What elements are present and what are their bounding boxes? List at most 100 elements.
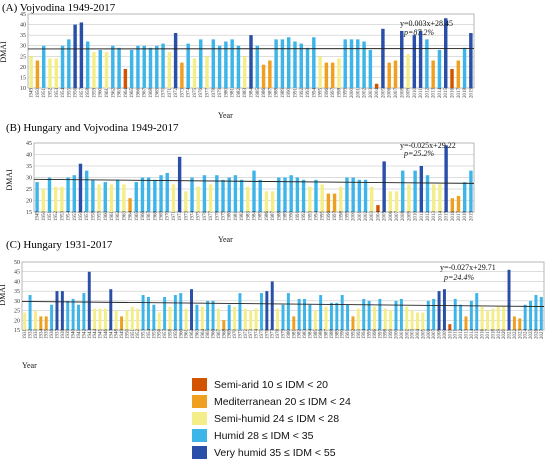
bar [293, 41, 297, 88]
x-tick-label: 2025 [529, 329, 534, 340]
bar [270, 191, 275, 212]
x-tick-label: 1958 [168, 329, 173, 340]
bar [421, 312, 425, 330]
bar [103, 308, 107, 330]
bar [211, 300, 215, 330]
bar [227, 177, 231, 212]
bar [103, 182, 107, 212]
x-tick-label: 1977 [206, 88, 211, 99]
x-tick-label: 1974 [191, 211, 196, 222]
y-axis-label: DMAI [5, 169, 14, 191]
bar [117, 47, 121, 88]
x-tick-label: 1962 [190, 329, 195, 340]
bar [125, 310, 129, 330]
x-tick-label: 1959 [174, 329, 179, 340]
bar [299, 43, 303, 88]
x-tick-label: 1962 [111, 88, 116, 99]
bar [67, 39, 71, 88]
bar [349, 39, 354, 88]
x-tick-label: 1984 [308, 329, 313, 340]
x-tick-label: 1956 [74, 88, 79, 99]
x-tick-label: 1941 [77, 329, 82, 340]
x-tick-label: 1999 [345, 211, 350, 222]
x-tick-label: 1986 [265, 211, 270, 222]
bar [190, 177, 194, 212]
x-tick-label: 1931 [23, 329, 28, 340]
x-tick-label: 1956 [158, 329, 163, 340]
x-tick-label: 1997 [333, 211, 338, 222]
bar [202, 175, 207, 212]
bar [280, 39, 285, 88]
bar [383, 308, 387, 330]
bar [146, 177, 151, 212]
bar [438, 184, 442, 212]
bar [177, 156, 182, 212]
bar [171, 184, 176, 212]
x-tick-label: 1951 [131, 329, 136, 340]
bar [168, 306, 172, 330]
x-tick-label: 2011 [454, 329, 459, 339]
bar [184, 308, 188, 330]
x-tick-label: 1974 [187, 88, 192, 99]
bar [97, 184, 101, 212]
x-tick-label: 1985 [314, 329, 319, 340]
bar [394, 191, 399, 212]
x-tick-label: 2009 [443, 329, 448, 340]
x-tick-label: 1966 [136, 88, 141, 99]
bar [249, 35, 253, 88]
x-tick-label: 1971 [238, 329, 243, 340]
bar [173, 33, 178, 88]
x-tick-label: 2019 [469, 88, 474, 99]
x-tick-label: 2006 [427, 329, 432, 340]
x-tick-label: 2020 [502, 329, 507, 340]
y-tick-label: 15 [14, 328, 20, 334]
x-tick-label: 1973 [249, 329, 254, 340]
x-tick-label: 2008 [401, 211, 406, 222]
bar [29, 56, 33, 88]
bar [206, 300, 210, 330]
x-tick-label: 1934 [39, 329, 44, 340]
bar [23, 312, 27, 330]
bar [340, 295, 344, 330]
y-tick-label: 25 [20, 54, 26, 60]
bar [142, 45, 146, 88]
trend-line [21, 301, 545, 307]
bar [401, 170, 405, 212]
bar [324, 306, 328, 330]
bar [224, 41, 228, 88]
x-tick-label: 1973 [180, 88, 185, 99]
bar [44, 316, 48, 330]
x-tick-label: 1970 [162, 88, 167, 99]
x-tick-label: 1982 [237, 88, 242, 99]
x-tick-label: 1996 [327, 211, 332, 222]
bar [186, 43, 190, 88]
bar [200, 306, 204, 330]
bar [77, 304, 80, 330]
bar [268, 60, 272, 88]
bar [239, 179, 244, 212]
x-tick-label: 1983 [246, 211, 251, 221]
x-tick-label: 1981 [231, 88, 236, 99]
bar [367, 300, 371, 330]
x-tick-label: 1942 [82, 329, 87, 340]
bar [425, 175, 430, 212]
bar [462, 47, 467, 88]
bar [35, 182, 39, 212]
y-tick-label: 50 [14, 260, 20, 266]
bar [374, 83, 379, 88]
x-tick-label: 1998 [339, 211, 344, 222]
x-tick-label: 1999 [344, 88, 349, 99]
bar [314, 179, 318, 212]
x-tick-label: 2016 [481, 329, 486, 340]
bar [136, 308, 140, 330]
bar [437, 291, 441, 330]
x-tick-label: 1964 [201, 329, 206, 340]
x-axis-label: Year [218, 235, 233, 244]
panel-a-vojvodina: (A) Vojvodina 1949-2017 10 15 20 25 30 35 40 45… [0, 2, 474, 120]
x-tick-label: 2014 [438, 211, 443, 222]
bar [362, 41, 366, 88]
x-tick-label: 1995 [321, 211, 326, 222]
x-tick-label: 1991 [346, 329, 351, 340]
bar [114, 310, 118, 330]
x-tick-label: 1968 [149, 88, 154, 99]
